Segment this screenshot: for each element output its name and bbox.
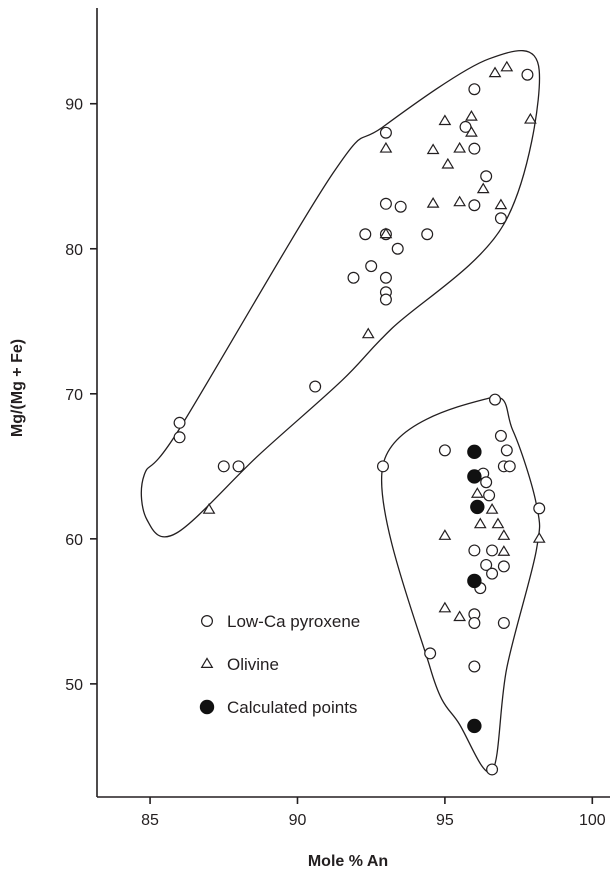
point-open-circle (217, 460, 230, 473)
point-open-circle (232, 460, 245, 473)
legend: Low-Ca pyroxene Olivine Calculated points (199, 612, 360, 717)
point-open-circle (497, 560, 510, 573)
point-open-triangle (438, 529, 452, 540)
point-filled-circle (467, 718, 482, 734)
point-open-triangle (202, 503, 216, 514)
point-open-circle (486, 763, 499, 776)
y-axis-title: Mg/(Mg + Fe) (9, 339, 26, 437)
point-open-triangle (497, 529, 511, 540)
point-open-circle (489, 393, 502, 406)
y-tick-label: 70 (65, 387, 83, 404)
point-open-circle (379, 126, 392, 139)
point-open-triangle (494, 198, 508, 210)
data-points (173, 60, 546, 776)
series-open-circle (173, 68, 546, 776)
x-tick-label: 90 (289, 812, 307, 829)
point-filled-circle (467, 444, 482, 460)
point-open-triangle (473, 517, 487, 529)
point-open-triangle (497, 545, 511, 556)
x-tick-label: 95 (436, 812, 454, 829)
legend-marker-filled-circle (199, 699, 215, 715)
point-open-triangle (524, 112, 537, 124)
point-open-triangle (426, 197, 440, 208)
point-open-circle (438, 444, 451, 457)
point-filled-circle (470, 499, 485, 515)
point-open-circle (365, 260, 378, 273)
point-open-circle (379, 271, 392, 284)
point-open-circle (468, 199, 481, 212)
axes: 85 90 95 100 50 60 70 80 90 (65, 8, 610, 829)
field-outlines (140, 49, 541, 773)
point-open-triangle (491, 517, 505, 529)
point-open-triangle (379, 227, 393, 239)
y-tick-label: 90 (65, 97, 83, 114)
point-open-circle (379, 197, 392, 210)
point-open-circle (503, 460, 516, 473)
point-open-circle (173, 431, 186, 444)
y-tick-label: 60 (65, 532, 83, 549)
legend-marker-open-circle (201, 614, 214, 627)
point-filled-circle (467, 573, 482, 589)
point-open-circle (480, 170, 493, 183)
y-tick-label: 80 (65, 242, 83, 259)
point-open-circle (421, 228, 434, 241)
point-open-circle (394, 200, 407, 213)
legend-label: Olivine (227, 655, 279, 674)
point-open-circle (480, 558, 493, 571)
point-open-circle (480, 476, 493, 489)
point-open-triangle (485, 503, 499, 514)
point-open-triangle (453, 195, 467, 207)
point-open-triangle (476, 182, 490, 194)
point-open-circle (494, 429, 507, 442)
point-open-circle (173, 416, 186, 429)
series-open-triangle (202, 60, 546, 622)
point-open-circle (497, 616, 510, 629)
point-open-triangle (379, 141, 393, 153)
point-open-circle (424, 647, 437, 660)
point-open-triangle (470, 487, 484, 498)
point-open-circle (521, 68, 534, 81)
point-open-triangle (465, 125, 478, 137)
point-open-triangle (438, 114, 452, 126)
point-open-circle (347, 271, 360, 284)
x-axis-title: Mole % An (308, 853, 388, 870)
point-open-triangle (438, 601, 452, 613)
field-outline-lower (381, 396, 541, 773)
point-filled-circle (467, 469, 482, 484)
point-open-circle (468, 616, 481, 629)
point-open-triangle (500, 60, 514, 72)
point-open-triangle (361, 327, 375, 339)
point-open-circle (533, 502, 546, 515)
point-open-circle (391, 242, 404, 255)
point-open-triangle (465, 110, 478, 121)
point-open-triangle (488, 66, 502, 78)
x-tick-label: 100 (579, 812, 606, 829)
point-open-circle (468, 544, 481, 557)
point-open-triangle (532, 532, 546, 543)
legend-label: Low-Ca pyroxene (227, 612, 360, 631)
point-open-circle (468, 83, 481, 96)
point-open-circle (500, 444, 513, 457)
point-open-triangle (453, 141, 467, 153)
point-open-circle (359, 228, 372, 241)
point-open-triangle (426, 143, 440, 155)
point-open-circle (379, 293, 392, 306)
y-tick-label: 50 (65, 677, 83, 694)
point-open-circle (309, 380, 322, 393)
point-open-circle (486, 544, 499, 557)
point-open-circle (468, 142, 481, 155)
x-tick-label: 85 (141, 812, 159, 829)
field-outline-upper (140, 49, 541, 538)
legend-label: Calculated points (227, 698, 357, 717)
point-open-triangle (453, 610, 467, 622)
point-open-triangle (441, 157, 455, 169)
legend-marker-open-triangle (200, 657, 214, 668)
point-open-circle (483, 489, 496, 502)
point-open-circle (468, 660, 481, 673)
point-open-circle (494, 212, 507, 225)
point-open-circle (376, 460, 389, 473)
point-open-circle (486, 567, 499, 580)
series-filled-circle (467, 444, 485, 734)
